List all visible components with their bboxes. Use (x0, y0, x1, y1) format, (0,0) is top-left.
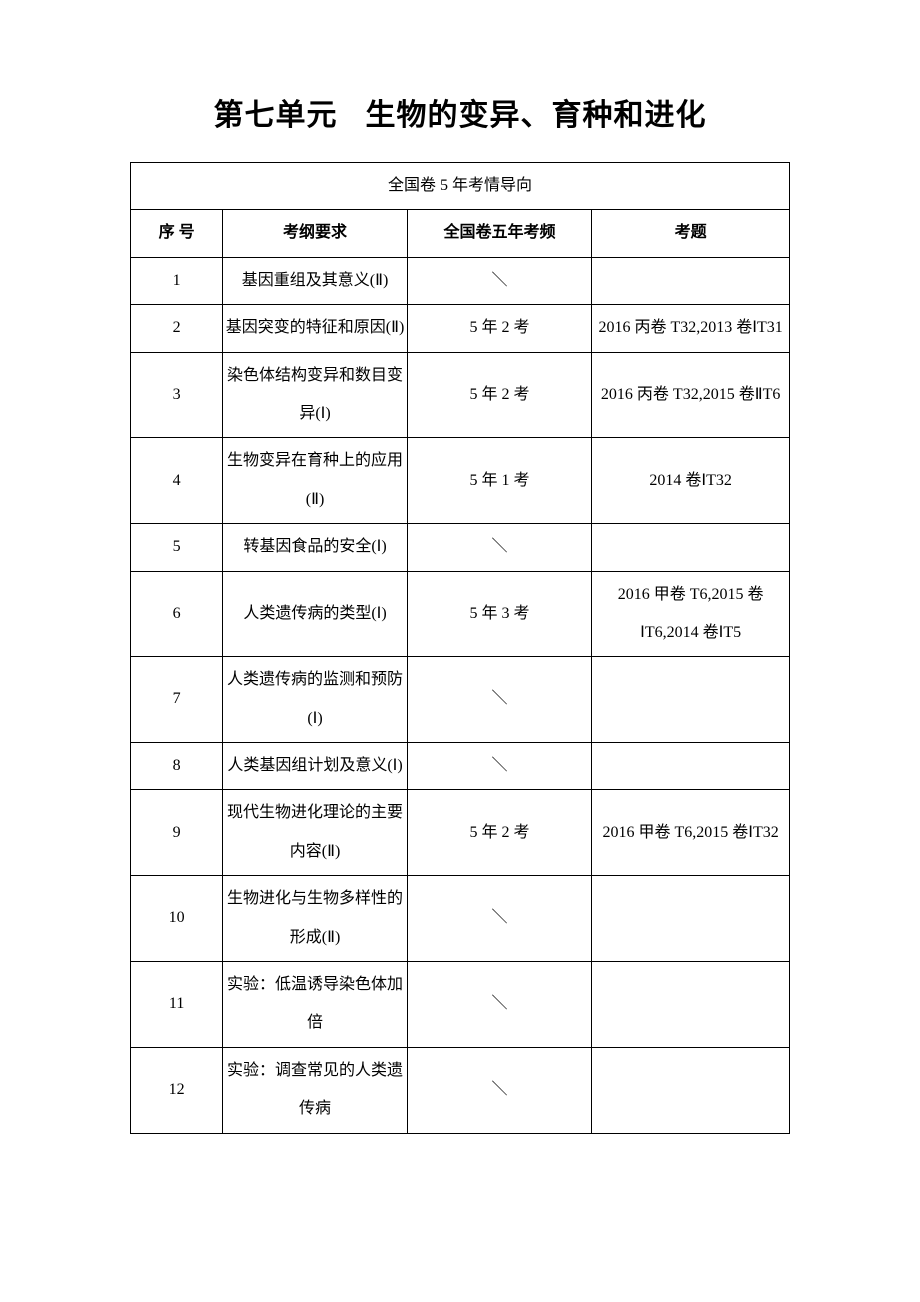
table-row: 2 基因突变的特征和原因(Ⅱ) 5 年 2 考 2016 丙卷 T32,2013… (131, 305, 790, 352)
cell-num: 11 (131, 962, 223, 1048)
cell-req: 生物进化与生物多样性的形成(Ⅱ) (223, 876, 408, 962)
cell-num: 2 (131, 305, 223, 352)
cell-req: 实验：调查常见的人类遗传病 (223, 1047, 408, 1133)
table-row: 4 生物变异在育种上的应用(Ⅱ) 5 年 1 考 2014 卷ⅠT32 (131, 438, 790, 524)
cell-exam (592, 876, 790, 962)
table-row: 9 现代生物进化理论的主要内容(Ⅱ) 5 年 2 考 2016 甲卷 T6,20… (131, 790, 790, 876)
cell-req: 人类遗传病的类型(Ⅰ) (223, 571, 408, 657)
cell-num: 1 (131, 257, 223, 304)
cell-freq: ＼ (407, 657, 592, 743)
cell-exam (592, 257, 790, 304)
page-title: 第七单元生物的变异、育种和进化 (130, 90, 790, 134)
cell-req: 人类基因组计划及意义(Ⅰ) (223, 743, 408, 790)
cell-num: 6 (131, 571, 223, 657)
col-header-exam: 考题 (592, 210, 790, 257)
cell-exam: 2016 甲卷 T6,2015 卷ⅠT6,2014 卷ⅠT5 (592, 571, 790, 657)
title-left: 第七单元 (214, 99, 338, 132)
cell-freq: 5 年 2 考 (407, 352, 592, 438)
cell-exam (592, 743, 790, 790)
cell-freq: ＼ (407, 257, 592, 304)
table-row: 8 人类基因组计划及意义(Ⅰ) ＼ (131, 743, 790, 790)
cell-exam: 2016 丙卷 T32,2013 卷ⅠT31 (592, 305, 790, 352)
table-row: 10 生物进化与生物多样性的形成(Ⅱ) ＼ (131, 876, 790, 962)
cell-freq: 5 年 1 考 (407, 438, 592, 524)
cell-req: 现代生物进化理论的主要内容(Ⅱ) (223, 790, 408, 876)
cell-freq: 5 年 2 考 (407, 305, 592, 352)
cell-freq: ＼ (407, 1047, 592, 1133)
table-caption-row: 全国卷 5 年考情导向 (131, 163, 790, 210)
cell-freq: ＼ (407, 524, 592, 571)
cell-exam (592, 524, 790, 571)
cell-num: 5 (131, 524, 223, 571)
cell-num: 3 (131, 352, 223, 438)
cell-num: 4 (131, 438, 223, 524)
cell-req: 转基因食品的安全(Ⅰ) (223, 524, 408, 571)
cell-freq: ＼ (407, 876, 592, 962)
cell-freq: 5 年 2 考 (407, 790, 592, 876)
table-row: 6 人类遗传病的类型(Ⅰ) 5 年 3 考 2016 甲卷 T6,2015 卷Ⅰ… (131, 571, 790, 657)
table-body: 全国卷 5 年考情导向 序 号 考纲要求 全国卷五年考频 考题 1 基因重组及其… (131, 163, 790, 1134)
table-row: 7 人类遗传病的监测和预防(Ⅰ) ＼ (131, 657, 790, 743)
cell-num: 7 (131, 657, 223, 743)
cell-num: 8 (131, 743, 223, 790)
cell-exam: 2016 甲卷 T6,2015 卷ⅠT32 (592, 790, 790, 876)
table-row: 3 染色体结构变异和数目变异(Ⅰ) 5 年 2 考 2016 丙卷 T32,20… (131, 352, 790, 438)
table-row: 1 基因重组及其意义(Ⅱ) ＼ (131, 257, 790, 304)
cell-req: 染色体结构变异和数目变异(Ⅰ) (223, 352, 408, 438)
cell-exam (592, 962, 790, 1048)
cell-req: 人类遗传病的监测和预防(Ⅰ) (223, 657, 408, 743)
title-right: 生物的变异、育种和进化 (366, 99, 707, 132)
cell-exam (592, 1047, 790, 1133)
table-row: 5 转基因食品的安全(Ⅰ) ＼ (131, 524, 790, 571)
document-page: 第七单元生物的变异、育种和进化 全国卷 5 年考情导向 序 号 考纲要求 全国卷… (0, 0, 920, 1194)
exam-guide-table: 全国卷 5 年考情导向 序 号 考纲要求 全国卷五年考频 考题 1 基因重组及其… (130, 162, 790, 1134)
cell-num: 10 (131, 876, 223, 962)
table-row: 11 实验：低温诱导染色体加倍 ＼ (131, 962, 790, 1048)
table-row: 12 实验：调查常见的人类遗传病 ＼ (131, 1047, 790, 1133)
cell-num: 9 (131, 790, 223, 876)
cell-freq: 5 年 3 考 (407, 571, 592, 657)
cell-exam: 2016 丙卷 T32,2015 卷ⅡT6 (592, 352, 790, 438)
table-caption: 全国卷 5 年考情导向 (131, 163, 790, 210)
cell-req: 基因突变的特征和原因(Ⅱ) (223, 305, 408, 352)
cell-exam (592, 657, 790, 743)
col-header-req: 考纲要求 (223, 210, 408, 257)
table-header-row: 序 号 考纲要求 全国卷五年考频 考题 (131, 210, 790, 257)
cell-freq: ＼ (407, 962, 592, 1048)
cell-exam: 2014 卷ⅠT32 (592, 438, 790, 524)
cell-req: 生物变异在育种上的应用(Ⅱ) (223, 438, 408, 524)
col-header-freq: 全国卷五年考频 (407, 210, 592, 257)
cell-num: 12 (131, 1047, 223, 1133)
cell-req: 实验：低温诱导染色体加倍 (223, 962, 408, 1048)
cell-freq: ＼ (407, 743, 592, 790)
col-header-num: 序 号 (131, 210, 223, 257)
cell-req: 基因重组及其意义(Ⅱ) (223, 257, 408, 304)
